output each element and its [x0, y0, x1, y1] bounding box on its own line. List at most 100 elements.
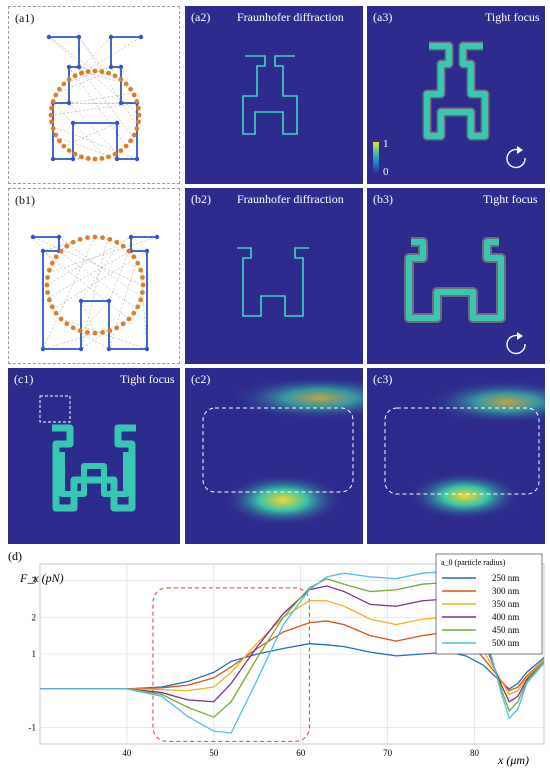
panel-label-b3: (b3): [373, 192, 393, 206]
rotation-icon: [506, 334, 526, 355]
ring-node: [85, 235, 90, 240]
ring-node: [140, 290, 145, 295]
frame-node: [128, 234, 134, 240]
ring-node: [92, 68, 98, 74]
frame-node: [76, 34, 82, 40]
panel-title-b3: Tight focus: [483, 192, 538, 206]
ring-node: [45, 290, 50, 295]
frame-node: [56, 234, 62, 240]
ring-node: [136, 112, 142, 118]
ring-node: [135, 260, 141, 266]
x-axis-label: x (μm): [497, 753, 529, 767]
series-line: [40, 585, 545, 703]
panel-label-c1: (c1): [14, 372, 34, 386]
ring-node: [128, 86, 133, 92]
colorbar-min: 0: [383, 166, 389, 178]
frame-node: [76, 64, 82, 70]
zoom-region-box: [39, 395, 71, 423]
x-tick-label: 40: [122, 748, 132, 758]
design-frame: [49, 36, 141, 160]
ring-node: [128, 138, 133, 144]
ring-node: [131, 254, 137, 260]
series-line: [40, 620, 545, 692]
ring-node: [135, 304, 141, 310]
panel-a2: (a2) Fraunhofer diffraction: [185, 6, 363, 184]
legend-entry: 450 nm: [492, 625, 519, 635]
ring-node: [77, 236, 83, 242]
ring-node: [112, 73, 118, 79]
ring-node: [49, 260, 55, 266]
ring-node: [64, 243, 70, 249]
focus-pattern-a3: [373, 41, 526, 174]
ring-node: [134, 126, 140, 131]
ring-node: [99, 69, 105, 74]
ring-node: [48, 112, 54, 118]
ring-node: [70, 325, 76, 331]
frame-node: [40, 248, 46, 254]
ring-node: [85, 156, 91, 161]
ring-node: [106, 70, 111, 76]
ring-node: [114, 239, 120, 245]
ring-node: [58, 316, 64, 322]
frame-node: [106, 298, 112, 304]
x-tick-label: 60: [296, 748, 306, 758]
frame-node: [138, 34, 144, 40]
frame-node: [144, 346, 150, 352]
frame-node: [30, 234, 36, 240]
ring-node: [92, 330, 98, 336]
ring-node: [106, 154, 111, 160]
x-tick-label: 50: [209, 748, 219, 758]
frame-node: [114, 120, 120, 126]
ring-node: [66, 77, 72, 82]
legend-entry: 400 nm: [492, 612, 519, 622]
frame-node: [106, 346, 112, 352]
y-tick-label: 3: [32, 576, 37, 586]
frame-node: [46, 34, 52, 40]
ring-node: [57, 86, 62, 92]
ring-node: [126, 316, 132, 322]
ring-node: [79, 70, 84, 76]
ring-node: [120, 321, 126, 327]
panel-label-c2: (c2): [191, 372, 211, 386]
panel-b2: (b2) Fraunhofer diffraction: [185, 188, 363, 364]
ring-node: [118, 77, 124, 82]
ring-node: [140, 282, 146, 288]
series-line: [40, 600, 545, 696]
ring-node: [50, 126, 56, 131]
colorbar: [373, 142, 379, 174]
frame-node: [70, 156, 76, 162]
ring-node: [100, 330, 105, 335]
ring-node: [92, 156, 98, 162]
ring-node: [136, 119, 141, 125]
ring-node: [72, 151, 78, 157]
ring-node: [46, 297, 52, 303]
ring-node: [46, 267, 52, 273]
panel-title-c1: Tight focus: [120, 372, 175, 386]
panel-label-b2: (b2): [191, 192, 211, 206]
ring-node: [49, 304, 55, 310]
x-tick-label: 80: [470, 748, 480, 758]
ring-node: [99, 156, 105, 161]
frame-node: [66, 64, 72, 70]
frame-node: [78, 346, 84, 352]
panel-c1: (c1) Tight focus: [8, 368, 180, 544]
frame-node: [50, 156, 56, 162]
ring-node: [107, 236, 113, 242]
panel-c2: (c2): [185, 368, 363, 544]
panel-a3: (a3) Tight focus 1 0: [367, 6, 545, 184]
ring-node: [72, 73, 78, 79]
frame-node: [66, 100, 72, 106]
ring-node: [112, 151, 118, 157]
ring-node: [118, 148, 124, 153]
panel-d: 40 50 60 70 80 -1 1 2 3 (d) F_x (pN) x (μm) a_0 (par…: [0, 546, 550, 770]
legend-title: a_0 (particle radius): [441, 558, 506, 567]
ring-node: [131, 92, 137, 98]
ring-node: [66, 148, 72, 153]
focus-pattern-b3: [404, 237, 526, 355]
ring-node: [53, 254, 59, 260]
ring-node: [131, 132, 137, 138]
panel-title-a3: Tight focus: [485, 10, 540, 24]
colorbar-max: 1: [383, 138, 389, 150]
ring-node: [53, 132, 59, 138]
y-axis-label: F_x (pN): [19, 571, 64, 585]
